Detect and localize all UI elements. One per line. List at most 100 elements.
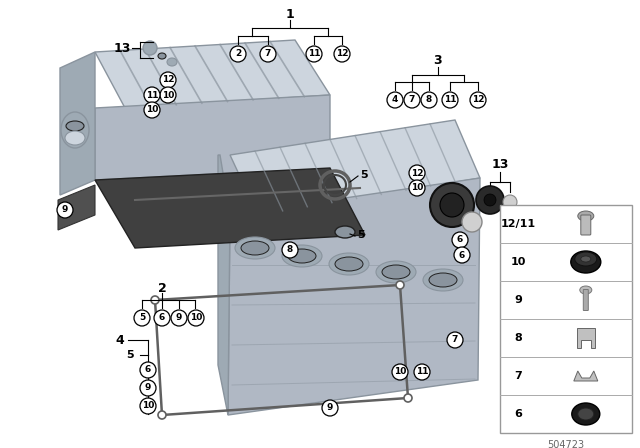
Text: 10: 10 <box>510 257 525 267</box>
Text: 7: 7 <box>265 49 271 59</box>
Circle shape <box>144 102 160 118</box>
Text: 6: 6 <box>514 409 522 419</box>
Ellipse shape <box>382 265 410 279</box>
Circle shape <box>396 281 404 289</box>
Polygon shape <box>218 155 230 415</box>
Text: 8: 8 <box>426 95 432 104</box>
Circle shape <box>387 92 403 108</box>
Circle shape <box>57 202 73 218</box>
Polygon shape <box>228 178 480 415</box>
Circle shape <box>260 46 276 62</box>
Circle shape <box>392 364 408 380</box>
Circle shape <box>160 72 176 88</box>
Text: 11: 11 <box>146 90 158 99</box>
Circle shape <box>414 364 430 380</box>
Ellipse shape <box>282 245 322 267</box>
Text: 10: 10 <box>146 105 158 115</box>
Circle shape <box>462 212 482 232</box>
Circle shape <box>484 194 496 206</box>
Circle shape <box>452 232 468 248</box>
Polygon shape <box>58 185 95 230</box>
FancyBboxPatch shape <box>581 215 591 235</box>
Circle shape <box>158 411 166 419</box>
Ellipse shape <box>376 261 416 283</box>
Ellipse shape <box>335 226 355 238</box>
Circle shape <box>476 186 504 214</box>
Ellipse shape <box>572 403 600 425</box>
Ellipse shape <box>167 58 177 66</box>
Circle shape <box>447 332 463 348</box>
Text: 10: 10 <box>411 184 423 193</box>
Text: 12: 12 <box>411 168 423 177</box>
Ellipse shape <box>581 256 591 262</box>
Circle shape <box>140 398 156 414</box>
Text: 6: 6 <box>159 314 165 323</box>
Polygon shape <box>574 371 598 381</box>
Circle shape <box>404 92 420 108</box>
Text: 9: 9 <box>176 314 182 323</box>
Ellipse shape <box>61 112 89 148</box>
Circle shape <box>160 87 176 103</box>
Circle shape <box>171 310 187 326</box>
Text: 5: 5 <box>139 314 145 323</box>
Ellipse shape <box>65 131 85 145</box>
Circle shape <box>140 362 156 378</box>
Ellipse shape <box>66 121 84 131</box>
FancyBboxPatch shape <box>500 205 632 433</box>
Circle shape <box>470 92 486 108</box>
Circle shape <box>144 87 160 103</box>
Text: 3: 3 <box>434 53 442 66</box>
Ellipse shape <box>580 286 592 294</box>
Circle shape <box>334 46 350 62</box>
Text: 12: 12 <box>472 95 484 104</box>
Text: 13: 13 <box>492 159 509 172</box>
Text: 10: 10 <box>394 367 406 376</box>
Circle shape <box>154 310 170 326</box>
Text: 11: 11 <box>308 49 320 59</box>
Text: 2: 2 <box>157 281 166 294</box>
Text: 5: 5 <box>357 230 365 240</box>
Circle shape <box>442 92 458 108</box>
Ellipse shape <box>575 252 596 266</box>
Text: 5: 5 <box>126 350 134 360</box>
Polygon shape <box>95 95 330 180</box>
Ellipse shape <box>158 53 166 59</box>
Ellipse shape <box>423 269 463 291</box>
Text: 4: 4 <box>116 333 124 346</box>
Ellipse shape <box>235 237 275 259</box>
Text: 11: 11 <box>416 367 428 376</box>
Text: 12/11: 12/11 <box>500 219 536 229</box>
Text: 11: 11 <box>444 95 456 104</box>
Polygon shape <box>60 52 95 195</box>
Text: 2: 2 <box>235 49 241 59</box>
Ellipse shape <box>429 273 457 287</box>
Text: 8: 8 <box>514 333 522 343</box>
Circle shape <box>230 46 246 62</box>
Ellipse shape <box>578 211 594 221</box>
Polygon shape <box>95 168 365 248</box>
Circle shape <box>143 41 157 55</box>
Polygon shape <box>230 120 480 215</box>
Text: 7: 7 <box>452 336 458 345</box>
Polygon shape <box>95 40 330 108</box>
Circle shape <box>430 183 474 227</box>
Ellipse shape <box>335 257 363 271</box>
Text: 8: 8 <box>287 246 293 254</box>
Circle shape <box>151 296 159 304</box>
Text: 6: 6 <box>459 250 465 259</box>
Ellipse shape <box>288 249 316 263</box>
Polygon shape <box>577 328 595 348</box>
Circle shape <box>409 165 425 181</box>
Text: 1: 1 <box>285 8 294 21</box>
Text: 9: 9 <box>145 383 151 392</box>
Text: 13: 13 <box>113 42 131 55</box>
Circle shape <box>503 195 517 209</box>
Ellipse shape <box>329 253 369 275</box>
Text: 7: 7 <box>514 371 522 381</box>
Text: 9: 9 <box>514 295 522 305</box>
Circle shape <box>188 310 204 326</box>
Text: 4: 4 <box>392 95 398 104</box>
Text: 7: 7 <box>409 95 415 104</box>
Text: 5: 5 <box>360 170 367 180</box>
Circle shape <box>421 92 437 108</box>
